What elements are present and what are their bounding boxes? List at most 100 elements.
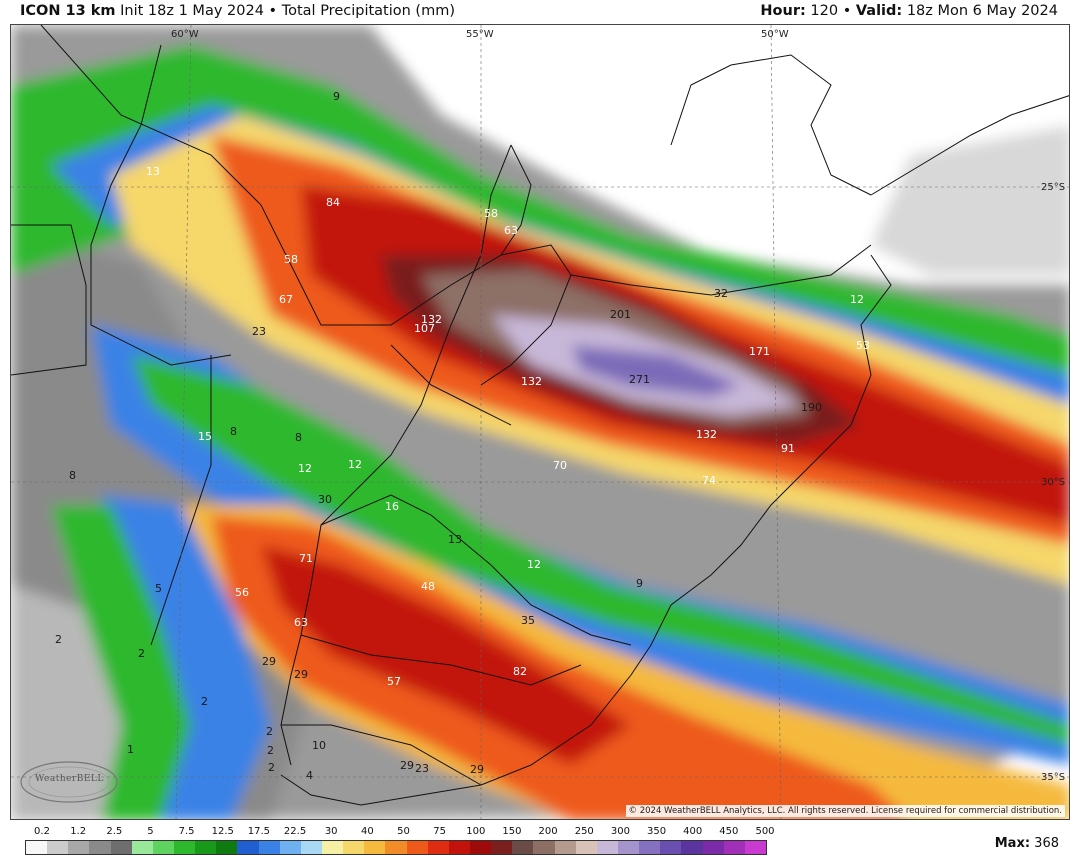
- legend-swatch: [216, 841, 238, 854]
- legend-swatch: [639, 841, 661, 854]
- legend-swatch: [385, 841, 407, 854]
- value-label: 23: [415, 762, 429, 775]
- value-label: 63: [294, 616, 308, 629]
- max-value: 368: [1034, 836, 1059, 851]
- value-label: 58: [284, 253, 298, 266]
- legend-swatch: [744, 841, 766, 854]
- value-label: 271: [629, 373, 650, 386]
- legend-label: 250: [574, 826, 594, 837]
- value-label: 29: [294, 668, 308, 681]
- value-label: 57: [387, 675, 401, 688]
- political-borders: [11, 25, 1069, 806]
- legend-swatch: [702, 841, 724, 854]
- value-label: 8: [295, 431, 302, 444]
- value-label: 67: [279, 293, 293, 306]
- legend-label: 100: [466, 826, 486, 837]
- logo-text: WeatherBELL: [35, 774, 104, 784]
- legend-swatch: [26, 841, 48, 854]
- value-label: 201: [610, 308, 631, 321]
- value-label: 12: [298, 462, 312, 475]
- lon-label-60w: 60°W: [171, 29, 199, 40]
- value-label: 13: [146, 165, 160, 178]
- value-label: 5: [155, 582, 162, 595]
- legend-swatch: [258, 841, 280, 854]
- legend-swatch: [364, 841, 386, 854]
- value-label: 8: [230, 425, 237, 438]
- legend-label: 7.5: [178, 826, 195, 837]
- legend-swatch: [575, 841, 597, 854]
- value-label: 58: [484, 207, 498, 220]
- legend-swatch: [300, 841, 322, 854]
- value-label: 132: [521, 375, 542, 388]
- max-label: Max:: [994, 836, 1031, 851]
- value-label: 8: [69, 469, 76, 482]
- value-label: 29: [262, 655, 276, 668]
- graticule: [11, 25, 1069, 819]
- model-name: ICON 13 km: [20, 3, 116, 19]
- valid-label: Valid:: [855, 3, 903, 19]
- value-label: 2: [138, 647, 145, 660]
- legend-swatch: [448, 841, 470, 854]
- header-right: Hour: 120 • Valid: 18z Mon 6 May 2024: [760, 3, 1058, 19]
- precip-field: [11, 25, 1069, 819]
- lon-label-55w: 55°W: [466, 29, 494, 40]
- value-label: 1: [127, 743, 134, 756]
- legend-label: 450: [719, 826, 739, 837]
- value-label: 82: [513, 665, 527, 678]
- legend-label: 0.2: [34, 826, 50, 837]
- legend-swatch: [237, 841, 259, 854]
- legend-label: 2.5: [106, 826, 123, 837]
- valid-value: 18z Mon 6 May 2024: [906, 3, 1058, 19]
- variable-name: Total Precipitation (mm): [281, 3, 455, 19]
- value-label: 190: [801, 401, 822, 414]
- header-left: ICON 13 km Init 18z 1 May 2024 • Total P…: [20, 3, 455, 19]
- value-label: 35: [521, 614, 535, 627]
- lon-label-50w: 50°W: [761, 29, 789, 40]
- init-time: Init 18z 1 May 2024: [120, 3, 264, 19]
- legend-swatch: [47, 841, 69, 854]
- legend-swatch: [343, 841, 365, 854]
- legend-label: 50: [397, 826, 410, 837]
- value-label: 171: [749, 345, 770, 358]
- legend-swatch: [533, 841, 555, 854]
- color-legend: 0.2 1.2 2.5 5 7.5 12.5 17.5 22.5 30 40 50 75 100 150 2…: [25, 826, 785, 855]
- legend-label: 1.2: [70, 826, 87, 837]
- value-label: 56: [235, 586, 249, 599]
- value-label: 4: [306, 769, 313, 782]
- value-label: 9: [333, 90, 340, 103]
- legend-label: 350: [647, 826, 667, 837]
- legend-label: 300: [610, 826, 630, 837]
- value-label: 132: [696, 428, 717, 441]
- legend-label: 40: [360, 826, 374, 837]
- value-label: 84: [326, 196, 340, 209]
- value-label: 2: [266, 725, 273, 738]
- map-header: ICON 13 km Init 18z 1 May 2024 • Total P…: [0, 0, 1080, 24]
- value-label: 63: [504, 224, 518, 237]
- legend-label: 150: [502, 826, 522, 837]
- legend-swatch: [279, 841, 301, 854]
- legend-swatch: [681, 841, 703, 854]
- legend-swatch: [321, 841, 344, 854]
- legend-swatch: [554, 841, 576, 854]
- hour-label: Hour:: [760, 3, 806, 19]
- value-label: 29: [400, 759, 414, 772]
- precip-value-labels: 9 13 84 58 63 58 67 23 132 107 201 171 1…: [55, 90, 870, 782]
- value-label: 2: [55, 633, 62, 646]
- max-value-indicator: Max: 368: [995, 836, 1059, 851]
- value-label: 13: [448, 533, 462, 546]
- lat-label-25s: 25°S: [1041, 182, 1065, 193]
- legend-swatch: [512, 841, 534, 854]
- legend-label: 17.5: [247, 826, 271, 837]
- legend-label: 500: [755, 826, 775, 837]
- value-label: 70: [553, 459, 567, 472]
- precipitation-map[interactable]: 60°W 55°W 50°W 25°S 30°S 35°S 9 13 84 58…: [10, 24, 1070, 820]
- value-label: 12: [348, 458, 362, 471]
- value-label: 48: [421, 580, 435, 593]
- legend-swatch: [427, 841, 449, 854]
- value-label: 71: [299, 552, 313, 565]
- legend-label: 400: [683, 826, 703, 837]
- legend-swatch: [491, 841, 513, 854]
- legend-swatch: [68, 841, 90, 854]
- weatherbell-logo: WeatherBELL: [17, 759, 121, 805]
- legend-label: 5: [147, 826, 154, 837]
